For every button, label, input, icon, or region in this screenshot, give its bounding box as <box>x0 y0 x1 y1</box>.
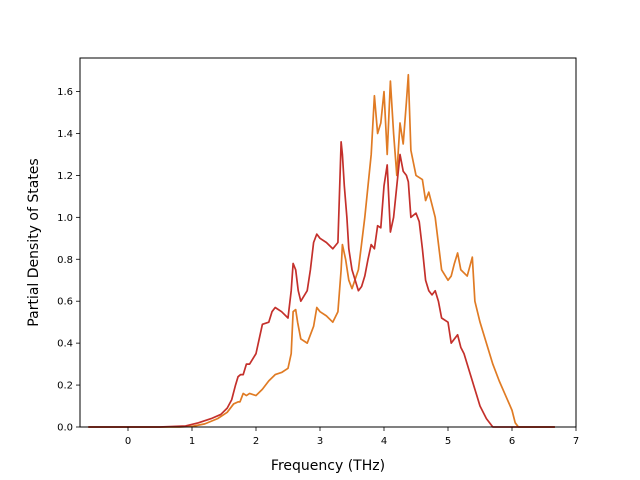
y-tick-label: 0.0 <box>57 423 73 434</box>
x-tick-label: 3 <box>317 436 323 447</box>
x-axis-label: Frequency (THz) <box>271 458 385 474</box>
x-tick-label: 6 <box>509 436 515 447</box>
y-tick-label: 0.2 <box>57 381 73 392</box>
series-line-2 <box>88 141 555 428</box>
y-tick-label: 1.0 <box>57 213 73 224</box>
y-tick-label: 1.6 <box>57 87 73 98</box>
y-tick-label: 0.6 <box>57 297 73 308</box>
series-line-1 <box>88 73 555 428</box>
x-axis: 0 1 2 3 4 5 6 7 <box>125 427 579 447</box>
x-tick-label: 1 <box>189 436 195 447</box>
y-tick-label: 0.4 <box>57 339 73 350</box>
y-tick-label: 0.8 <box>57 255 73 266</box>
x-tick-label: 4 <box>381 436 387 447</box>
x-tick-label: 7 <box>573 436 579 447</box>
series-layer <box>88 73 555 428</box>
y-axis-label: Partial Density of States <box>26 158 42 326</box>
y-tick-label: 1.4 <box>57 129 73 140</box>
plot-frame <box>79 57 577 428</box>
y-axis: 0.0 0.2 0.4 0.6 0.8 1.0 1.2 1.4 1.6 <box>57 87 80 434</box>
x-tick-label: 2 <box>253 436 259 447</box>
x-tick-label: 0 <box>125 436 131 447</box>
x-tick-label: 5 <box>445 436 451 447</box>
y-tick-label: 1.2 <box>57 171 73 182</box>
